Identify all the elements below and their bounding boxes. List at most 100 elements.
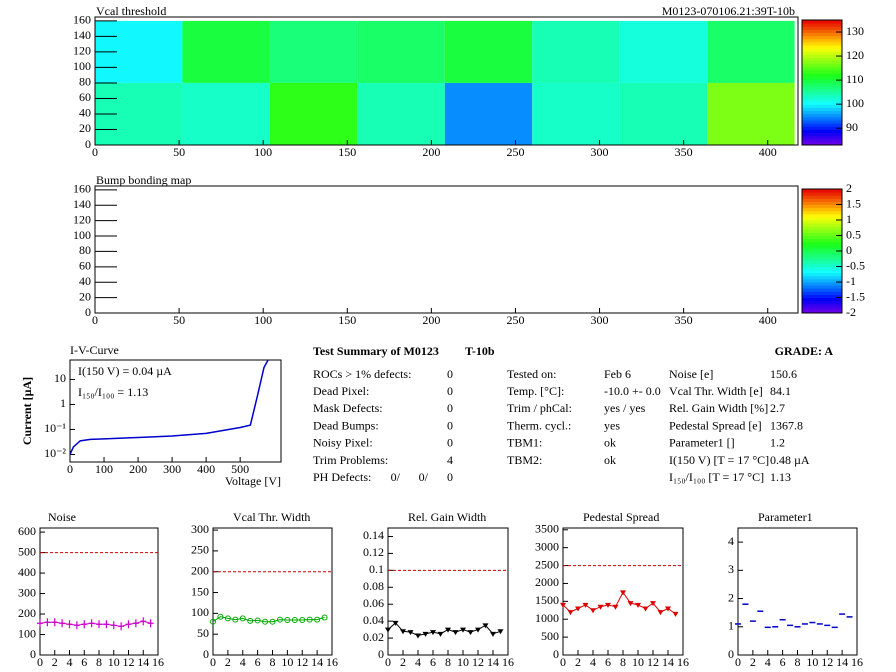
color-tick-label: 90	[846, 120, 858, 134]
color-scale	[802, 54, 842, 58]
x-tick-label: 0	[210, 655, 216, 669]
x-tick-label: 0	[560, 655, 566, 669]
chart-title: Bump bonding map	[96, 173, 191, 187]
y-tick-label: 80	[79, 75, 91, 89]
y-tick-label: 160	[73, 13, 91, 27]
summary-value: -10.0 +- 0.0	[604, 384, 661, 398]
marker	[321, 614, 328, 621]
marker	[254, 617, 261, 624]
color-scale	[802, 123, 842, 127]
y-tick-label: 3500	[535, 522, 559, 536]
summary-label: Noisy Pixel:	[313, 436, 373, 450]
marker	[217, 613, 224, 620]
x-tick-label: 12	[296, 655, 308, 669]
chart-title: I-V-Curve	[70, 343, 119, 357]
summary-value: 0	[447, 367, 453, 381]
x-tick-label: 16	[152, 655, 164, 669]
x-tick-label: 6	[780, 655, 786, 669]
color-scale	[802, 88, 842, 93]
x-tick-label: 10	[457, 655, 469, 669]
summary-label: Rel. Gain Width [%]	[669, 401, 768, 415]
color-scale	[802, 195, 842, 199]
color-scale	[802, 291, 842, 295]
x-tick-label: 250	[506, 313, 524, 327]
marker	[96, 620, 102, 629]
summary-label: Mask Defects:	[313, 401, 383, 415]
marker	[635, 602, 641, 608]
summary-value: 0.48 µA	[770, 453, 810, 467]
color-scale	[802, 260, 842, 264]
summary-value: 150.6	[770, 367, 797, 381]
marker	[81, 620, 88, 629]
x-tick-label: 2	[400, 655, 406, 669]
ph-defects: 0/	[391, 470, 401, 484]
y-tick-label: 140	[73, 197, 91, 211]
color-scale	[802, 138, 842, 143]
color-scale	[802, 257, 842, 261]
x-tick-label: 8	[270, 655, 276, 669]
color-scale	[802, 189, 842, 193]
color-scale	[802, 282, 842, 286]
color-scale	[802, 20, 842, 24]
y-tick-label: 2500	[535, 557, 559, 571]
annotation: I₁₅₀/I₁₀₀ = 1.13	[78, 385, 148, 399]
color-scale	[802, 223, 842, 227]
marker	[620, 590, 626, 596]
y-tick-label: 2	[728, 590, 734, 604]
color-scale	[802, 48, 842, 52]
summary-label: ROCs > 1% defects:	[313, 367, 411, 381]
color-scale	[802, 192, 842, 196]
x-tick-label: 250	[506, 145, 524, 159]
color-scale	[802, 32, 842, 37]
summary-value: 4	[447, 453, 453, 467]
y-tick-label: 0	[85, 137, 91, 151]
color-scale	[802, 285, 842, 289]
marker	[407, 630, 414, 636]
color-scale	[802, 210, 842, 215]
y-tick-label: 150	[191, 584, 209, 598]
marker	[415, 633, 421, 639]
y-tick-label: 3000	[535, 539, 559, 553]
x-tick-label: 8	[620, 655, 626, 669]
color-scale	[802, 263, 842, 267]
x-tick-label: 300	[591, 145, 609, 159]
color-scale	[802, 45, 842, 49]
x-tick-label: 4	[415, 655, 421, 669]
heat-cell	[269, 82, 358, 145]
y-tick-label: 40	[79, 274, 91, 288]
y-tick-label: 0.02	[363, 630, 384, 644]
summary-label: I(150 V) [T = 17 °C]	[669, 453, 769, 467]
color-scale	[802, 101, 842, 105]
color-scale	[802, 300, 842, 305]
marker	[605, 602, 611, 608]
y-tick-label: 10	[54, 371, 66, 385]
marker	[66, 620, 73, 629]
grade: GRADE: A	[775, 344, 834, 358]
x-tick-label: 12	[821, 655, 833, 669]
x-tick-label: 50	[173, 145, 185, 159]
y-tick-label: 0	[728, 647, 734, 661]
marker	[88, 619, 95, 628]
color-scale	[802, 216, 842, 221]
series-line	[212, 616, 325, 623]
marker	[665, 606, 671, 612]
color-scale	[802, 41, 842, 46]
marker	[642, 606, 649, 612]
heat-cell	[182, 82, 270, 145]
summary-label: Vcal Thr. Width [e]	[669, 384, 763, 398]
chart-subtitle: M0123-070106.21:39T-10b	[662, 4, 795, 18]
heat-cell	[619, 82, 708, 145]
y-tick-label: 100	[191, 605, 209, 619]
color-scale	[802, 104, 842, 108]
x-tick-label: 100	[254, 145, 272, 159]
y-tick-label: 200	[191, 563, 209, 577]
x-tick-label: 350	[675, 145, 693, 159]
x-tick-label: 200	[129, 462, 147, 476]
color-scale	[802, 229, 842, 233]
marker	[247, 617, 254, 624]
y-tick-label: 160	[73, 182, 91, 196]
iv-curve	[69, 359, 269, 455]
heat-cell	[532, 82, 620, 145]
marker	[110, 621, 117, 630]
y-tick-label: 4	[728, 534, 734, 548]
